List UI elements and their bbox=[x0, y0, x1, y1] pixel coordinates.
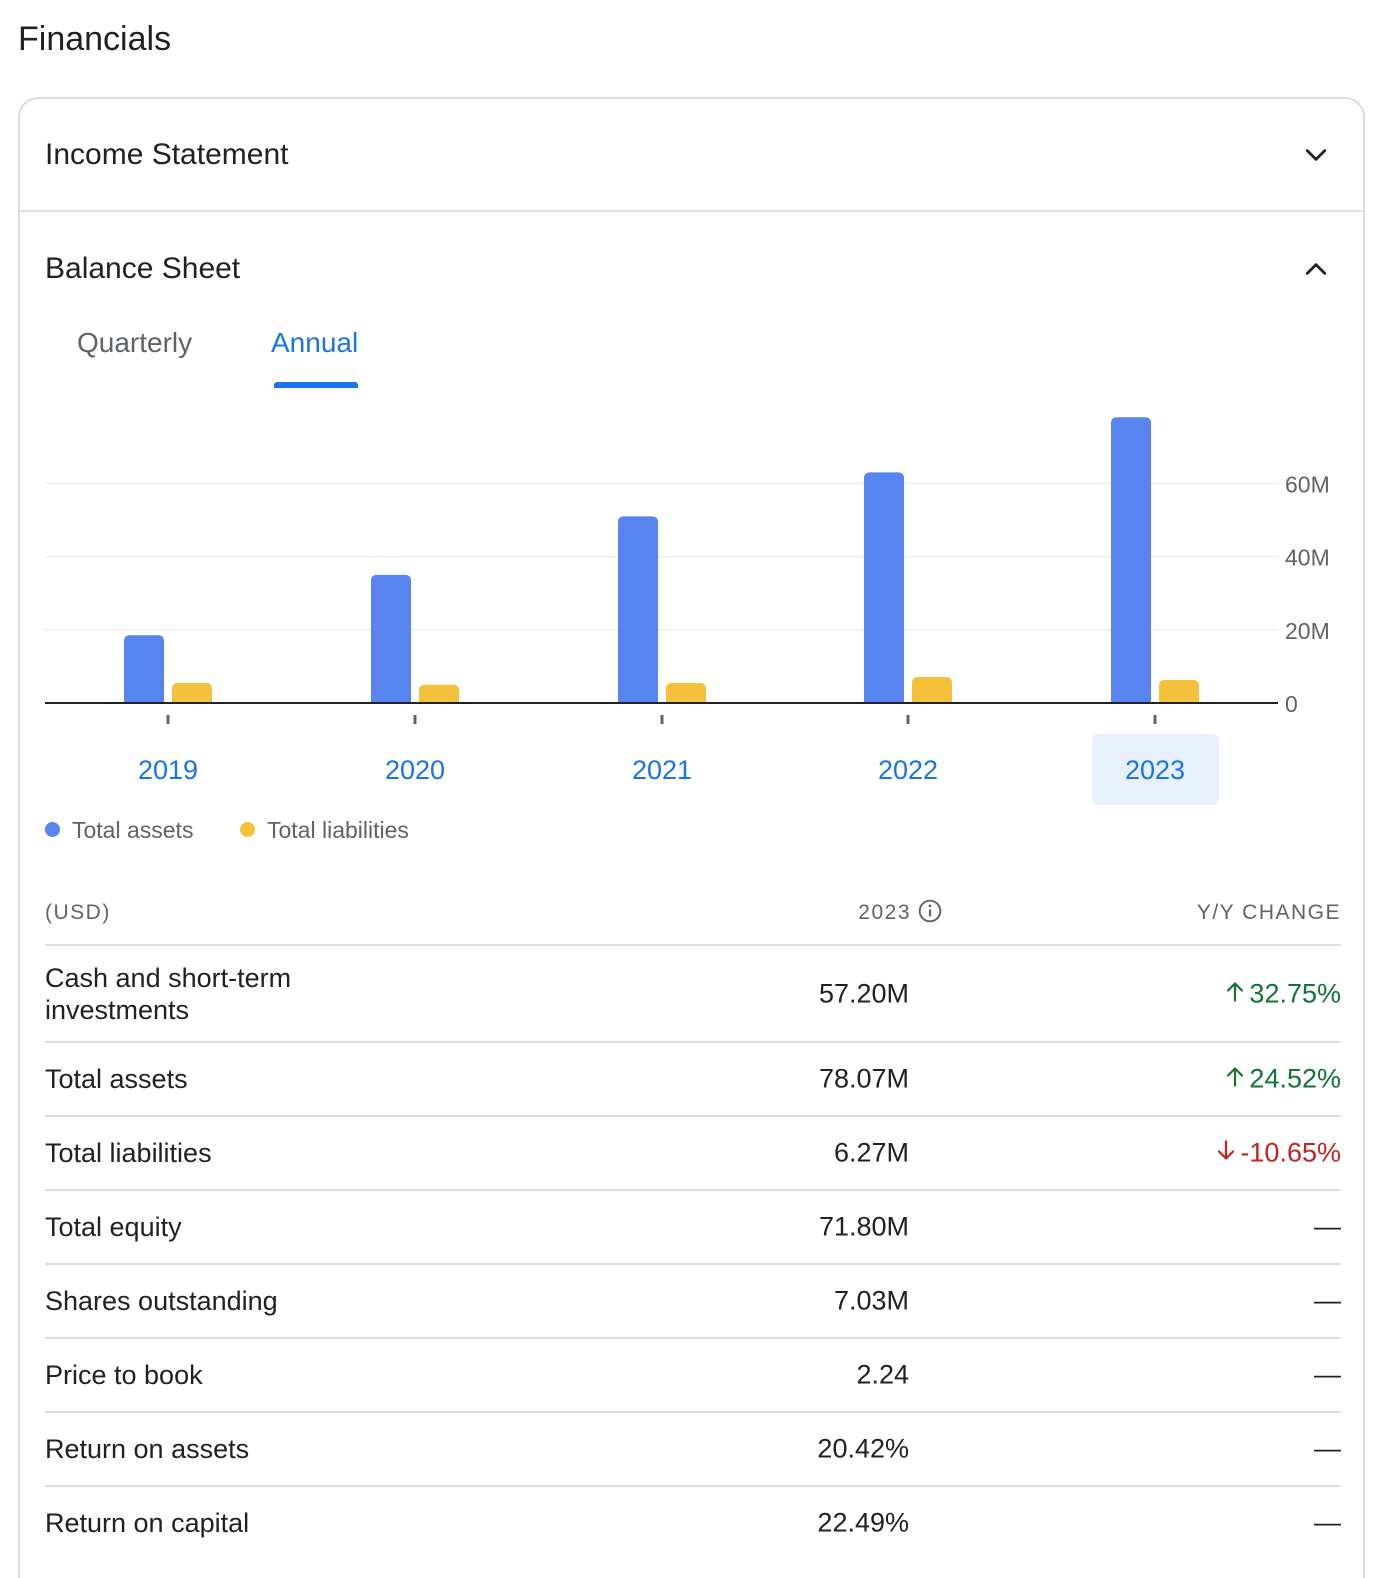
row-label: Total equity bbox=[45, 1212, 182, 1242]
bar-total-assets[interactable] bbox=[618, 516, 658, 703]
row-value: 7.03M bbox=[833, 1285, 909, 1316]
row-label: Price to book bbox=[45, 1360, 203, 1390]
financials-card: Income Statement Balance Sheet Quarterly… bbox=[18, 97, 1365, 1578]
row-label: Cash and short-term investments bbox=[45, 962, 292, 1025]
row-change: — bbox=[1314, 1212, 1341, 1243]
change-value: — bbox=[1314, 1359, 1341, 1390]
row-change: — bbox=[1314, 1434, 1341, 1465]
row-change: — bbox=[1314, 1360, 1341, 1391]
table-row: Shares outstanding 7.03M — bbox=[45, 1263, 1341, 1337]
y-tick-label: 0 bbox=[1285, 691, 1298, 717]
row-change: -10.65% bbox=[1216, 1138, 1341, 1169]
bar-total-liabilities[interactable] bbox=[912, 677, 952, 703]
table-row: Price to book 2.24 — bbox=[45, 1337, 1341, 1411]
change-value: — bbox=[1314, 1507, 1341, 1538]
table-row: Total liabilities 6.27M -10.65% bbox=[45, 1115, 1341, 1189]
table-row: Cash and short-term investments 57.20M 32.… bbox=[45, 944, 1341, 1041]
x-tick-label-year[interactable]: 2019 bbox=[138, 755, 198, 785]
row-change: 24.52% bbox=[1225, 1064, 1341, 1095]
page-title: Financials bbox=[18, 20, 172, 58]
chevron-down-icon[interactable] bbox=[1301, 140, 1331, 170]
tab-quarterly[interactable]: Quarterly bbox=[77, 327, 193, 358]
arrow-up-icon bbox=[1227, 981, 1244, 1002]
change-value: — bbox=[1314, 1211, 1341, 1242]
table-row: Total assets 78.07M 24.52% bbox=[45, 1041, 1341, 1115]
row-value: 57.20M bbox=[818, 978, 909, 1008]
table-row: Return on capital 22.49% — bbox=[45, 1485, 1341, 1559]
row-value: 71.80M bbox=[818, 1211, 909, 1242]
arrow-up-icon bbox=[1227, 1067, 1244, 1087]
y-tick-label: 20M bbox=[1285, 618, 1330, 644]
active-tab-indicator bbox=[274, 382, 358, 388]
balance-sheet-header[interactable]: Balance Sheet bbox=[20, 212, 1363, 325]
row-value: 2.24 bbox=[856, 1359, 909, 1390]
table-header: (USD) 2023 Y/Y CHANGE bbox=[45, 889, 1341, 929]
y-tick-label: 60M bbox=[1285, 471, 1330, 497]
balance-sheet-table: Cash and short-term investments 57.20M 32.… bbox=[45, 944, 1341, 1559]
income-statement-label: Income Statement bbox=[45, 137, 289, 171]
row-label: Total liabilities bbox=[45, 1138, 212, 1168]
bar-total-assets[interactable] bbox=[371, 574, 411, 703]
x-tick-label-year[interactable]: 2020 bbox=[385, 755, 445, 785]
row-label: Total assets bbox=[45, 1064, 188, 1094]
x-tick-label-year[interactable]: 2021 bbox=[632, 755, 692, 785]
change-value: 32.75% bbox=[1249, 978, 1341, 1008]
balance-sheet-label: Balance Sheet bbox=[45, 251, 241, 285]
change-value: — bbox=[1314, 1285, 1341, 1316]
row-change: — bbox=[1314, 1286, 1341, 1317]
chevron-up-icon[interactable] bbox=[1301, 254, 1331, 284]
legend-dot-liabilities-icon bbox=[240, 822, 255, 838]
x-tick-label-year[interactable]: 2022 bbox=[878, 755, 938, 785]
change-value: 24.52% bbox=[1249, 1063, 1341, 1094]
row-value: 22.49% bbox=[817, 1507, 909, 1538]
legend-dot-assets-icon bbox=[45, 822, 60, 838]
row-value: 6.27M bbox=[833, 1137, 909, 1168]
period-tabs: Quarterly Annual bbox=[20, 327, 1363, 388]
row-label: Return on assets bbox=[45, 1434, 250, 1464]
bar-total-liabilities[interactable] bbox=[172, 682, 212, 703]
y-tick-label: 40M bbox=[1285, 545, 1330, 571]
tab-annual[interactable]: Annual bbox=[271, 327, 359, 358]
change-value: — bbox=[1314, 1433, 1341, 1464]
header-currency: (USD) bbox=[45, 901, 111, 924]
bar-total-liabilities[interactable] bbox=[666, 682, 706, 703]
row-change: 32.75% bbox=[1225, 978, 1341, 1009]
legend-label: Total liabilities bbox=[267, 817, 409, 843]
bar-total-liabilities[interactable] bbox=[419, 684, 459, 703]
balance-sheet-chart: 0 20M 40M 60M 2019 2020 2021 2022 2023 bbox=[45, 417, 1330, 805]
info-icon[interactable] bbox=[917, 898, 943, 924]
legend-item-total-liabilities: Total liabilities bbox=[240, 817, 409, 844]
row-label: Return on capital bbox=[45, 1508, 250, 1538]
bar-total-liabilities[interactable] bbox=[1159, 680, 1199, 703]
table-row: Return on assets 20.42% — bbox=[45, 1411, 1341, 1485]
arrow-down-icon bbox=[1218, 1140, 1235, 1160]
change-value: -10.65% bbox=[1240, 1137, 1341, 1168]
x-tick-label-year[interactable]: 2023 bbox=[1125, 755, 1185, 785]
header-year: 2023 bbox=[858, 901, 911, 924]
row-value: 20.42% bbox=[817, 1433, 909, 1464]
legend-item-total-assets: Total assets bbox=[45, 817, 193, 844]
bar-total-assets[interactable] bbox=[1111, 417, 1151, 703]
row-change: — bbox=[1314, 1508, 1341, 1539]
selected-year-highlight bbox=[1092, 734, 1219, 805]
income-statement-header[interactable]: Income Statement bbox=[20, 99, 1363, 212]
row-value: 78.07M bbox=[818, 1063, 909, 1094]
bar-total-assets[interactable] bbox=[124, 635, 164, 703]
bar-total-assets[interactable] bbox=[864, 472, 904, 703]
legend-label: Total assets bbox=[72, 817, 194, 843]
header-yy-change: Y/Y CHANGE bbox=[1196, 901, 1341, 924]
table-row: Total equity 71.80M — bbox=[45, 1189, 1341, 1263]
row-label: Shares outstanding bbox=[45, 1286, 278, 1316]
